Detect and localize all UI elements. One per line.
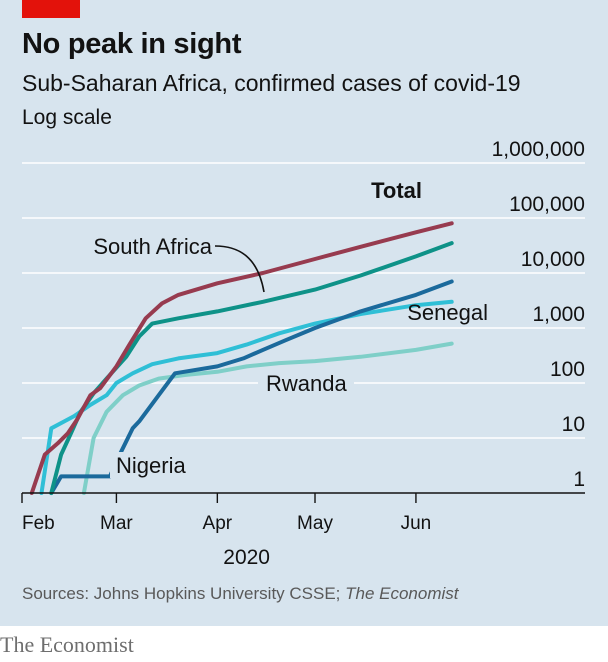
series-lines [29, 221, 454, 495]
line-chart: 1 10 100 1,000 10,000 100,000 1,000,000 Total S… [21, 138, 585, 569]
x-tick-label: Apr [203, 513, 233, 534]
series-line-total [29, 221, 454, 495]
series-line-senegal [39, 299, 454, 495]
series-label-total: Total [371, 178, 422, 203]
series-label-nigeria: Nigeria [116, 453, 186, 478]
source-prefix: Sources: Johns Hopkins University CSSE; [22, 584, 346, 603]
y-tick-label: 1 [573, 468, 585, 491]
y-tick-label: 10,000 [521, 248, 585, 271]
source-publication: The Economist [345, 584, 459, 603]
x-axis: Feb Mar Apr May Jun 2020 [21, 492, 585, 569]
brand-red-tag [22, 0, 80, 18]
brand-wordmark: The Economist [0, 632, 134, 657]
x-year-label: 2020 [223, 546, 270, 569]
y-tick-label: 1,000 [532, 303, 585, 326]
nigeria-label-halo [110, 452, 194, 478]
series-line-rwanda [81, 341, 454, 495]
y-tick-label: 100,000 [509, 193, 585, 216]
south-africa-leader-line [214, 245, 265, 293]
x-tick-label: Mar [100, 513, 133, 534]
series-label-south-africa: South Africa [93, 234, 212, 259]
x-tick-label: Feb [22, 513, 55, 534]
series-label-senegal: Senegal [407, 300, 488, 325]
y-tick-label: 100 [550, 358, 585, 381]
scale-note: Log scale [22, 106, 112, 129]
chart-title: No peak in sight [22, 28, 242, 60]
source-note: Sources: Johns Hopkins University CSSE; … [22, 584, 459, 604]
x-tick-label: Jun [401, 513, 432, 534]
chart-subtitle: Sub-Saharan Africa, confirmed cases of c… [22, 70, 521, 96]
y-tick-label: 1,000,000 [492, 138, 585, 161]
rwanda-label-halo [258, 369, 354, 395]
y-tick-label: 10 [562, 413, 585, 436]
x-tick-label: May [297, 513, 333, 534]
series-label-rwanda: Rwanda [266, 371, 347, 396]
chart-panel [0, 0, 608, 626]
y-axis-tick-labels: 1 10 100 1,000 10,000 100,000 1,000,000 [492, 138, 585, 491]
series-labels: Total South Africa Senegal Rwanda Nigeria [93, 178, 488, 478]
